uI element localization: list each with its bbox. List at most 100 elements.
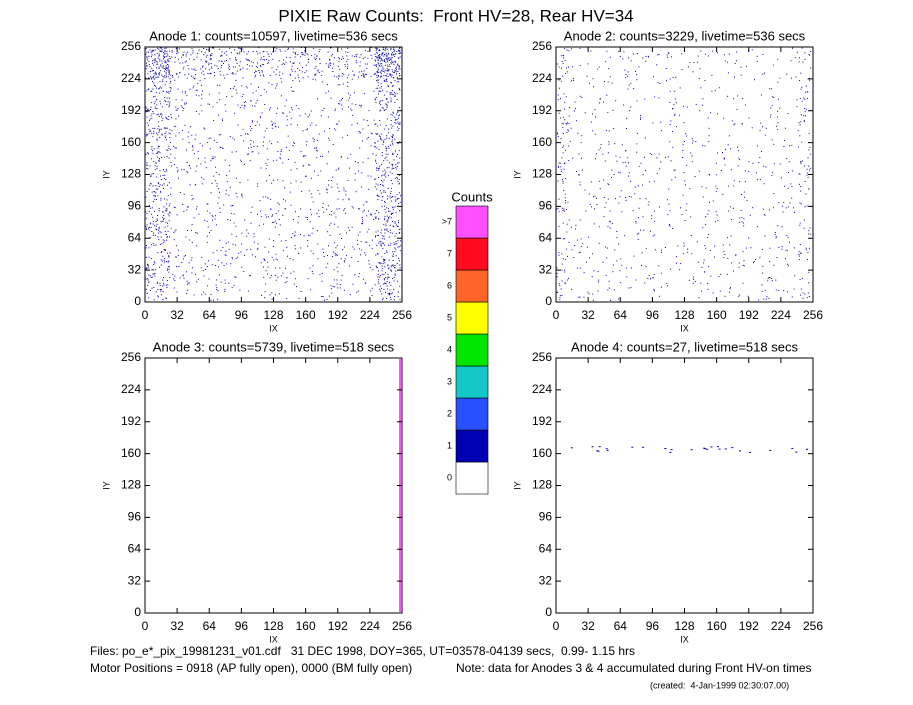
count-pixel (305, 175, 306, 177)
count-pixel (328, 179, 330, 181)
count-pixel (157, 121, 159, 123)
count-pixel (798, 61, 800, 63)
count-pixel (279, 267, 281, 269)
count-pixel (381, 65, 383, 67)
count-pixel (363, 93, 365, 95)
count-pixel (387, 268, 389, 270)
count-pixel (712, 200, 714, 202)
count-pixel (207, 226, 209, 228)
count-pixel (187, 206, 189, 208)
count-pixel (370, 132, 372, 134)
count-pixel (699, 68, 701, 70)
count-pixel (810, 167, 812, 169)
count-pixel (192, 267, 193, 269)
count-pixel (722, 193, 724, 195)
count-pixel (391, 141, 393, 143)
count-pixel (708, 210, 710, 212)
count-pixel (400, 240, 401, 242)
count-pixel (196, 206, 198, 208)
count-pixel (178, 115, 180, 117)
count-pixel (630, 82, 632, 84)
count-pixel (169, 82, 171, 84)
count-pixel (557, 99, 559, 101)
count-pixel (241, 243, 242, 245)
count-pixel (163, 187, 164, 189)
count-pixel (166, 252, 168, 254)
count-pixel (148, 188, 150, 190)
count-pixel (148, 153, 150, 155)
count-pixel (158, 210, 160, 212)
count-pixel (739, 217, 741, 219)
count-pixel (379, 54, 381, 56)
x-tick-label: 224 (771, 308, 791, 322)
count-pixel (761, 249, 763, 250)
count-pixel (147, 264, 149, 266)
count-pixel (571, 226, 573, 228)
count-pixel (793, 288, 795, 290)
count-pixel (379, 101, 381, 103)
count-pixel (700, 87, 702, 89)
count-pixel (295, 53, 297, 55)
count-pixel (156, 153, 158, 154)
count-pixel (581, 135, 583, 137)
count-pixel (674, 169, 676, 171)
count-pixel (346, 254, 348, 256)
count-pixel (195, 232, 197, 233)
count-pixel (377, 184, 379, 186)
count-pixel (299, 115, 301, 117)
count-pixel (381, 63, 383, 65)
y-tick-label: 0 (545, 605, 552, 619)
count-pixel (317, 69, 319, 71)
count-pixel (251, 120, 253, 122)
count-pixel (375, 265, 377, 267)
count-pixel (393, 277, 395, 279)
count-pixel (267, 53, 269, 55)
count-pixel (370, 145, 372, 147)
count-pixel (151, 117, 153, 119)
count-pixel (341, 75, 343, 77)
count-pixel (792, 47, 793, 49)
count-pixel (303, 235, 305, 237)
count-pixel (311, 271, 313, 272)
count-pixel (800, 162, 802, 164)
count-pixel (213, 175, 215, 177)
count-pixel (659, 206, 660, 208)
count-pixel (157, 63, 159, 65)
count-pixel (651, 154, 653, 155)
count-pixel (382, 297, 384, 299)
count-pixel (158, 116, 160, 117)
count-pixel (286, 281, 288, 283)
count-pixel (166, 236, 168, 238)
count-pixel (371, 133, 373, 135)
count-pixel (360, 104, 362, 106)
count-pixel (339, 287, 341, 289)
count-pixel (310, 177, 312, 179)
count-pixel (272, 214, 273, 216)
count-pixel (565, 123, 567, 125)
count-pixel (164, 60, 166, 62)
count-pixel (278, 219, 280, 220)
count-pixel (162, 80, 164, 82)
count-pixel (804, 206, 806, 208)
count-pixel (341, 104, 343, 106)
count-pixel (164, 97, 166, 99)
count-pixel (588, 236, 590, 238)
count-pixel (795, 451, 798, 453)
count-pixel (151, 77, 153, 79)
count-pixel (146, 167, 148, 169)
count-pixel (348, 106, 349, 108)
count-pixel (383, 235, 385, 237)
count-pixel (157, 236, 159, 238)
count-pixel (347, 92, 349, 94)
count-pixel (364, 252, 366, 254)
count-pixel (603, 216, 605, 218)
count-pixel (145, 107, 147, 109)
count-pixel (229, 186, 231, 188)
count-pixel (682, 194, 684, 196)
count-pixel (158, 92, 160, 94)
count-pixel (598, 226, 600, 228)
count-pixel (200, 267, 202, 269)
count-pixel (168, 70, 170, 72)
count-pixel (316, 157, 318, 159)
count-pixel (317, 70, 319, 72)
